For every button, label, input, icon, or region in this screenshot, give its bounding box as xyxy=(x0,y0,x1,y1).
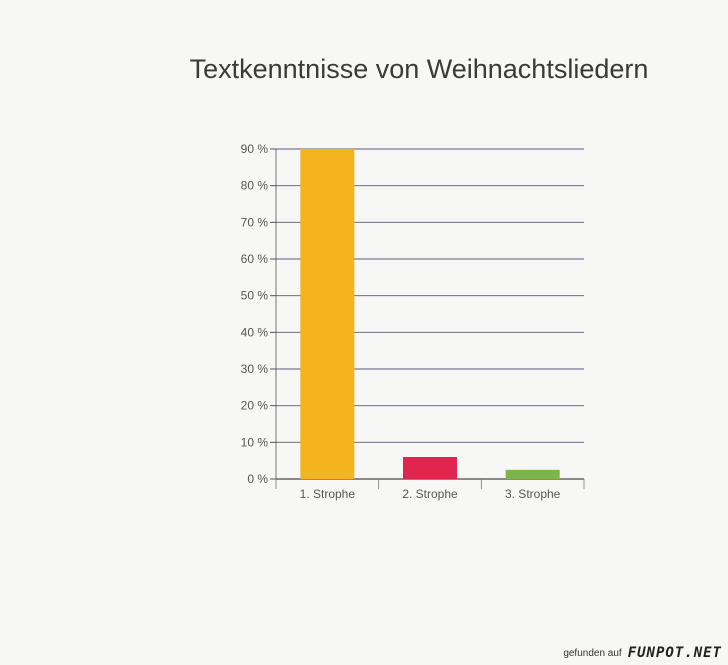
bars-layer xyxy=(300,149,560,479)
bar-3 xyxy=(505,469,560,479)
footer-credit: gefunden auf FUNPOT.NET xyxy=(563,645,722,661)
y-tick-label-50: 50 % xyxy=(241,289,269,303)
bar-1 xyxy=(300,149,355,479)
y-tick-label-60: 60 % xyxy=(241,252,269,266)
y-tick-label-40: 40 % xyxy=(241,325,269,339)
bar-2 xyxy=(403,457,457,479)
axis-layer: 0 % 10 % 20 % 30 % 40 % 50 % 60 % 70 % 80 % 90 % 1… xyxy=(241,142,585,501)
x-tick-label-1: 1. Strophe xyxy=(300,487,356,501)
y-tick-label-0: 0 % xyxy=(247,472,268,486)
y-tick-label-70: 70 % xyxy=(241,215,269,229)
y-tick-label-30: 30 % xyxy=(241,362,269,376)
x-tick-label-3: 3. Strophe xyxy=(505,487,561,501)
footer-prefix: gefunden auf xyxy=(563,647,622,659)
footer-brand: FUNPOT.NET xyxy=(627,645,722,661)
y-tick-label-90: 90 % xyxy=(241,142,269,156)
chart-title: Textkenntnisse von Weihnachtsliedern xyxy=(189,54,649,84)
y-tick-label-10: 10 % xyxy=(241,435,269,449)
y-tick-label-80: 80 % xyxy=(241,179,269,193)
x-tick-label-2: 2. Strophe xyxy=(402,487,458,501)
y-tick-label-20: 20 % xyxy=(241,399,269,413)
